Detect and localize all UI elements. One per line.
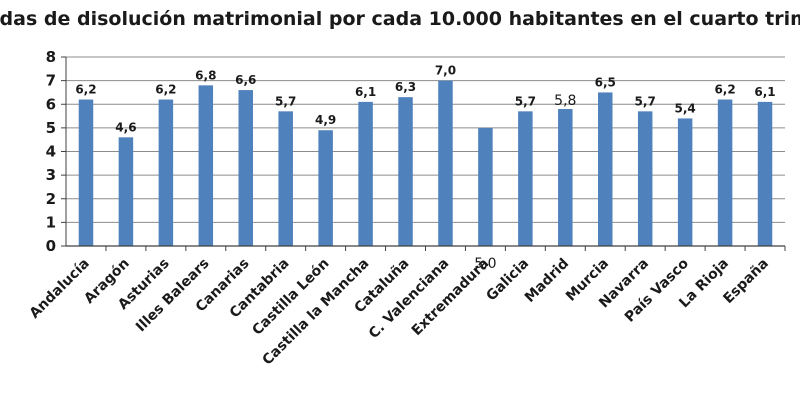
data-label: 6,1: [355, 85, 376, 99]
bar: [398, 97, 413, 246]
data-label: 4,9: [315, 113, 336, 127]
data-label: 6,6: [235, 73, 256, 87]
bar: [438, 80, 453, 246]
data-label: 6,8: [195, 68, 216, 82]
bar: [158, 99, 174, 247]
data-label: 5,7: [515, 94, 536, 108]
data-label: 5,0: [474, 256, 496, 272]
data-label: 4,6: [115, 120, 136, 134]
bar: [198, 85, 214, 246]
data-label: 6,2: [75, 83, 96, 97]
y-tick-label: 7: [46, 72, 56, 90]
bar: [757, 101, 773, 246]
bar: [318, 130, 333, 246]
y-tick-label: 8: [46, 48, 56, 66]
data-label: 6,1: [754, 85, 775, 99]
y-tick-label: 5: [46, 119, 56, 137]
y-tick-label: 3: [46, 166, 56, 184]
bar: [118, 137, 134, 246]
data-label: 5,7: [275, 94, 296, 108]
bar: [278, 111, 293, 247]
y-tick-label: 1: [46, 213, 56, 231]
category-label: Madrid: [522, 256, 572, 306]
bar: [238, 90, 253, 246]
data-label: 6,3: [395, 80, 416, 94]
bar: [677, 118, 693, 246]
bar: [598, 92, 613, 246]
gridlines: [66, 56, 785, 223]
data-label: 6,2: [155, 83, 176, 97]
data-label: 6,5: [595, 75, 616, 89]
bar: [78, 99, 94, 247]
data-label: 6,2: [714, 83, 735, 97]
y-tick-label: 4: [46, 143, 56, 161]
axes: [61, 56, 786, 251]
bar: [358, 101, 373, 246]
bar: [518, 111, 533, 247]
y-tick-label: 6: [46, 95, 56, 113]
bar: [637, 111, 653, 247]
y-tick-label: 0: [46, 237, 56, 255]
data-label: 5,8: [554, 93, 576, 109]
data-label: 5,7: [635, 94, 656, 108]
bar: [717, 99, 733, 247]
bar: [558, 108, 573, 246]
data-label: 7,0: [435, 64, 456, 78]
bar: [478, 127, 493, 246]
chart-title: ndas de disolución matrimonial por cada …: [0, 8, 800, 30]
y-tick-label: 2: [46, 190, 56, 208]
data-label: 5,4: [675, 101, 696, 115]
category-label: Andalucía: [27, 256, 93, 322]
bars: [78, 80, 773, 247]
